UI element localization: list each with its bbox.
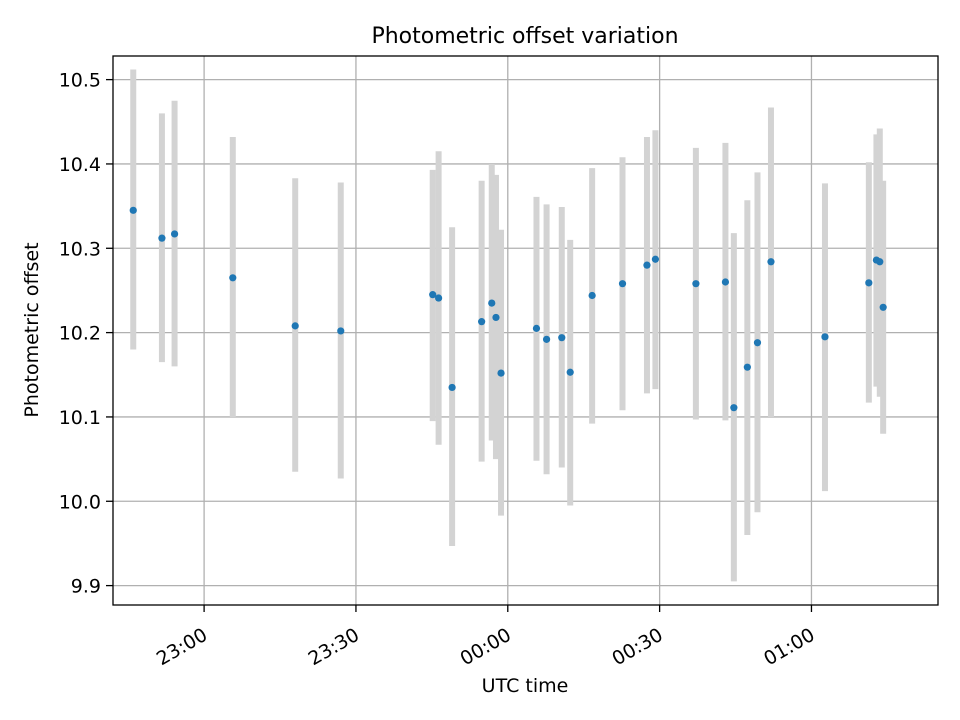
data-point (337, 327, 345, 335)
plot-frame (112, 55, 939, 606)
data-point (532, 324, 541, 332)
y-tick-label: 10.5 (59, 70, 101, 92)
data-point (291, 322, 299, 330)
data-point (743, 363, 751, 371)
x-axis: 23:00 23:30 00:00 00:30 01:00 (153, 605, 819, 670)
data-point (618, 280, 627, 288)
data-points (129, 206, 887, 412)
data-point (865, 279, 873, 287)
y-tick-label: 10.4 (59, 154, 101, 176)
data-point (588, 291, 596, 300)
chart-title: Photometric offset variation (371, 24, 678, 49)
data-point (767, 258, 775, 266)
data-point (692, 280, 700, 288)
data-point (542, 335, 551, 343)
data-point (158, 234, 166, 242)
data-point (558, 334, 566, 342)
grid (113, 56, 938, 605)
x-tick-label: 00:30 (608, 624, 666, 670)
y-tick-label: 10.2 (59, 323, 101, 345)
y-axis: 9.9 10.0 10.1 10.2 10.3 10.4 10.5 (59, 70, 113, 598)
x-axis-label: UTC time (482, 675, 569, 697)
data-point (753, 339, 762, 347)
data-point (643, 261, 651, 269)
y-tick-label: 10.0 (59, 491, 101, 513)
data-point (821, 333, 829, 341)
data-point (229, 274, 237, 282)
data-point (129, 206, 137, 214)
data-point (721, 278, 730, 286)
y-tick-label: 10.1 (59, 407, 101, 429)
data-point (448, 383, 456, 392)
data-point (429, 291, 437, 299)
x-tick-label: 01:00 (760, 624, 818, 670)
data-point (497, 369, 505, 377)
x-tick-label: 23:00 (153, 624, 211, 670)
x-tick-label: 00:00 (457, 624, 515, 670)
y-tick-label: 10.3 (59, 238, 101, 260)
data-point (876, 258, 884, 266)
data-point (566, 368, 574, 376)
data-point (879, 303, 887, 311)
y-axis-label: Photometric offset (21, 242, 43, 417)
x-tick-label: 23:30 (305, 624, 363, 670)
data-point (478, 318, 486, 326)
data-point (435, 294, 443, 302)
data-point (651, 255, 660, 263)
data-point (492, 313, 500, 322)
data-point (488, 299, 496, 307)
y-tick-label: 9.9 (71, 576, 101, 598)
data-point (170, 230, 179, 238)
data-point (730, 404, 738, 412)
